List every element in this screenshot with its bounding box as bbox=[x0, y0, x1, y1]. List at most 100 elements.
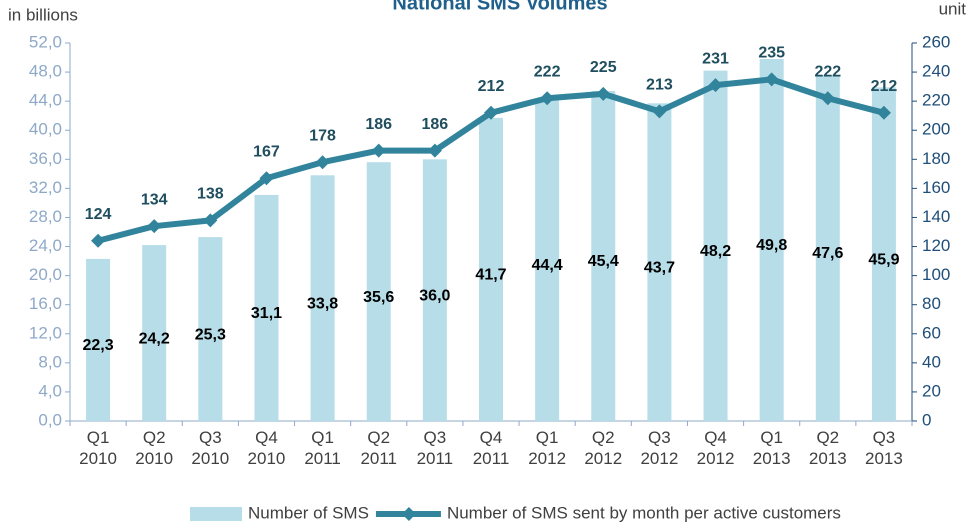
bar bbox=[815, 74, 840, 421]
bar bbox=[703, 70, 728, 421]
chart-title: National SMS Volumes bbox=[392, 0, 607, 14]
x-tick-label: Q3 2012 bbox=[640, 428, 679, 468]
line-marker bbox=[259, 171, 274, 186]
bar-value-label: 33,8 bbox=[307, 295, 338, 312]
bar bbox=[366, 162, 391, 421]
bar-value-label: 47,6 bbox=[812, 245, 843, 262]
bar bbox=[591, 90, 616, 421]
line-marker bbox=[427, 143, 442, 158]
x-tick-label: Q3 2013 bbox=[865, 428, 903, 468]
bar-value-label: 45,9 bbox=[868, 251, 899, 268]
bar bbox=[759, 58, 784, 421]
x-tick-label: Q3 2011 bbox=[416, 428, 454, 468]
line-value-label: 212 bbox=[871, 78, 898, 95]
legend-swatch bbox=[190, 507, 242, 521]
line-marker bbox=[371, 143, 386, 158]
legend-label: Number of SMS sent by month per active c… bbox=[447, 503, 841, 522]
y-axis-label: in billions bbox=[8, 5, 78, 24]
bar bbox=[198, 237, 223, 421]
bar bbox=[647, 103, 672, 421]
y-tick-label: 4,0 bbox=[38, 381, 62, 400]
x-tick-label: Q3 2010 bbox=[191, 428, 230, 468]
y2-tick-label: 200 bbox=[922, 120, 950, 139]
x-tick-label: Q1 2013 bbox=[752, 428, 791, 468]
bar-value-label: 22,3 bbox=[82, 337, 113, 354]
line-value-label: 186 bbox=[422, 116, 449, 133]
line-value-label: 222 bbox=[814, 63, 841, 80]
y2-tick-label: 40 bbox=[922, 352, 941, 371]
y-tick-label: 16,0 bbox=[29, 294, 62, 313]
bar-value-label: 24,2 bbox=[139, 330, 170, 347]
line-value-label: 213 bbox=[646, 77, 673, 94]
y-tick-label: 20,0 bbox=[29, 265, 62, 284]
line-marker bbox=[596, 86, 611, 101]
y2-axis-label: unit bbox=[939, 0, 967, 18]
bar-value-label: 41,7 bbox=[475, 267, 506, 284]
y2-tick-label: 0 bbox=[922, 410, 931, 429]
line-marker bbox=[315, 155, 330, 170]
x-tick-label: Q1 2010 bbox=[79, 428, 117, 468]
x-tick-label: Q2 2010 bbox=[135, 428, 174, 468]
legend-marker bbox=[401, 507, 416, 521]
bar bbox=[871, 87, 896, 421]
x-tick-label: Q4 2012 bbox=[696, 428, 735, 468]
line-value-label: 138 bbox=[197, 186, 224, 203]
x-tick-label: Q1 2011 bbox=[304, 428, 341, 468]
bar-value-label: 31,1 bbox=[251, 305, 282, 322]
bar-value-label: 49,8 bbox=[756, 237, 787, 254]
line-value-label: 186 bbox=[365, 116, 392, 133]
line-value-label: 212 bbox=[478, 78, 505, 95]
y-tick-label: 0,0 bbox=[38, 410, 62, 429]
y-tick-label: 48,0 bbox=[29, 62, 62, 81]
line-marker bbox=[764, 72, 779, 87]
bar-value-label: 45,4 bbox=[588, 253, 619, 270]
x-tick-label: Q4 2010 bbox=[247, 428, 286, 468]
bar bbox=[310, 175, 335, 421]
line-marker bbox=[91, 233, 106, 248]
bar bbox=[479, 117, 503, 421]
y2-tick-label: 260 bbox=[922, 32, 950, 51]
line-marker bbox=[484, 105, 498, 120]
line-value-label: 225 bbox=[590, 59, 617, 76]
bar-value-label: 43,7 bbox=[644, 259, 675, 276]
y2-tick-label: 240 bbox=[922, 62, 950, 81]
y-tick-label: 28,0 bbox=[29, 207, 62, 226]
x-tick-label: Q4 2011 bbox=[472, 428, 510, 468]
line-value-label: 178 bbox=[309, 127, 336, 144]
legend-label: Number of SMS bbox=[248, 503, 369, 522]
y-tick-label: 52,0 bbox=[29, 32, 62, 51]
y-tick-label: 12,0 bbox=[29, 323, 62, 342]
x-tick-label: Q2 2013 bbox=[808, 428, 847, 468]
line-marker bbox=[820, 91, 835, 106]
line-value-label: 124 bbox=[85, 206, 112, 223]
y2-tick-label: 180 bbox=[922, 149, 950, 168]
y-tick-label: 44,0 bbox=[29, 91, 62, 110]
y2-tick-label: 20 bbox=[922, 381, 941, 400]
bar-value-label: 35,6 bbox=[363, 289, 394, 306]
y2-tick-label: 220 bbox=[922, 91, 950, 110]
line-marker bbox=[540, 91, 555, 106]
y-tick-label: 40,0 bbox=[29, 120, 62, 139]
bar bbox=[86, 258, 111, 421]
bar bbox=[422, 159, 447, 422]
line-value-label: 167 bbox=[253, 143, 280, 160]
y2-tick-label: 140 bbox=[922, 207, 950, 226]
line-value-label: 235 bbox=[758, 45, 785, 62]
bar bbox=[142, 245, 167, 421]
x-tick-label: Q1 2012 bbox=[528, 428, 567, 468]
line-value-label: 231 bbox=[702, 50, 729, 67]
line-marker bbox=[708, 78, 723, 93]
line-marker bbox=[876, 105, 891, 120]
y2-tick-label: 160 bbox=[922, 178, 950, 197]
y2-tick-label: 80 bbox=[922, 294, 941, 313]
bar bbox=[535, 98, 560, 421]
y2-tick-label: 100 bbox=[922, 265, 950, 284]
bar-value-label: 44,4 bbox=[532, 257, 563, 274]
y-tick-label: 8,0 bbox=[38, 352, 62, 371]
y-tick-label: 24,0 bbox=[29, 236, 62, 255]
bar bbox=[254, 194, 279, 421]
y2-tick-label: 60 bbox=[922, 323, 941, 342]
bar-value-label: 25,3 bbox=[195, 326, 226, 343]
